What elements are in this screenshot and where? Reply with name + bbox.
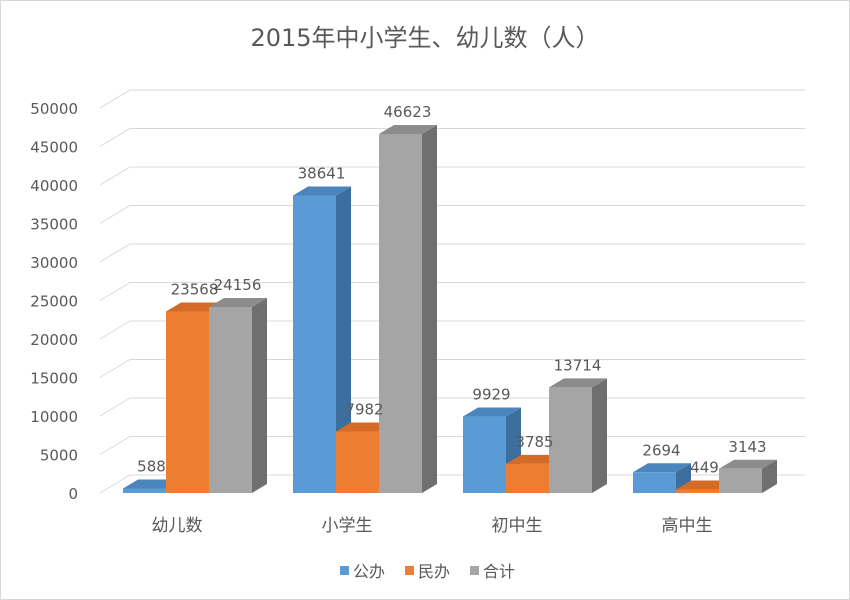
bar-front	[293, 195, 336, 493]
bar-front	[719, 468, 762, 493]
bar-top	[463, 407, 521, 417]
legend-swatch	[340, 566, 349, 575]
data-label: 3785	[515, 433, 553, 451]
y-tick-label: 5000	[40, 447, 78, 465]
gridline	[99, 128, 805, 147]
bar	[463, 407, 521, 493]
gridline	[99, 166, 805, 186]
gridline	[99, 282, 805, 301]
data-label: 3143	[728, 438, 766, 456]
data-label: 7982	[345, 401, 383, 419]
y-tick-label: 30000	[30, 254, 78, 272]
y-tick-label: 15000	[30, 370, 78, 388]
data-label: 23568	[171, 281, 219, 299]
gridline	[99, 320, 805, 340]
bar-front	[676, 489, 719, 493]
legend-item: 公办	[340, 562, 385, 581]
gridline	[99, 359, 805, 378]
bar-front	[166, 311, 209, 493]
data-label: 38641	[298, 164, 346, 182]
bar-top	[293, 186, 351, 196]
gridline	[99, 89, 805, 109]
bar-front	[633, 472, 676, 493]
legend-item: 民办	[405, 562, 450, 581]
data-label: 13714	[554, 356, 602, 374]
data-label: 46623	[384, 103, 432, 121]
data-label: 24156	[214, 276, 262, 294]
bar-side	[422, 125, 437, 493]
bar	[549, 378, 607, 493]
bar	[719, 459, 777, 493]
legend-label: 公办	[353, 562, 385, 581]
data-label: 2694	[642, 441, 680, 459]
legend-label: 合计	[483, 562, 515, 581]
bar-front	[549, 387, 592, 493]
bar-front	[336, 431, 379, 493]
gridline	[99, 205, 805, 224]
legend-swatch	[470, 566, 479, 575]
x-axis-tick-labels: 幼儿数 小学生 初中生 高中生	[152, 516, 713, 536]
y-tick-label: 25000	[30, 293, 78, 311]
data-label: 588	[137, 457, 166, 475]
y-tick-label: 45000	[30, 139, 78, 157]
bar-front	[379, 134, 422, 493]
y-tick-label: 20000	[30, 331, 78, 349]
bar-front	[463, 416, 506, 493]
data-label: 9929	[472, 386, 510, 404]
y-tick-label: 35000	[30, 216, 78, 234]
bar-side	[762, 459, 777, 493]
x-tick-label: 高中生	[662, 516, 713, 536]
data-label: 449	[690, 459, 719, 477]
bar	[379, 125, 437, 493]
bar-side	[592, 378, 607, 493]
y-tick-label: 50000	[30, 100, 78, 118]
y-tick-label: 10000	[30, 408, 78, 426]
bar-top	[209, 297, 267, 307]
x-tick-label: 初中生	[492, 516, 543, 536]
chart-title: 2015年中小学生、幼儿数（人）	[250, 24, 599, 52]
bar-front	[506, 463, 549, 493]
y-axis-tick-labels: 0 5000 10000 15000 20000 25000 30000 35000 40000…	[30, 100, 78, 503]
bar-top	[719, 459, 777, 469]
bars	[123, 125, 777, 493]
bar-top	[379, 125, 437, 135]
bar-top	[549, 378, 607, 388]
bar-top	[633, 463, 691, 473]
gridline	[99, 243, 805, 263]
x-tick-label: 幼儿数	[152, 516, 203, 536]
bar-front	[123, 488, 166, 493]
legend-item: 合计	[470, 562, 515, 581]
legend-label: 民办	[418, 562, 450, 581]
bar-side	[336, 186, 351, 493]
legend: 公办 民办 合计	[340, 562, 515, 581]
bar	[293, 186, 351, 493]
bar-side	[252, 297, 267, 493]
y-tick-label: 0	[68, 485, 78, 503]
x-tick-label: 小学生	[322, 516, 373, 536]
bar-front	[209, 306, 252, 493]
y-tick-label: 40000	[30, 177, 78, 195]
legend-swatch	[405, 566, 414, 575]
bar	[209, 297, 267, 493]
